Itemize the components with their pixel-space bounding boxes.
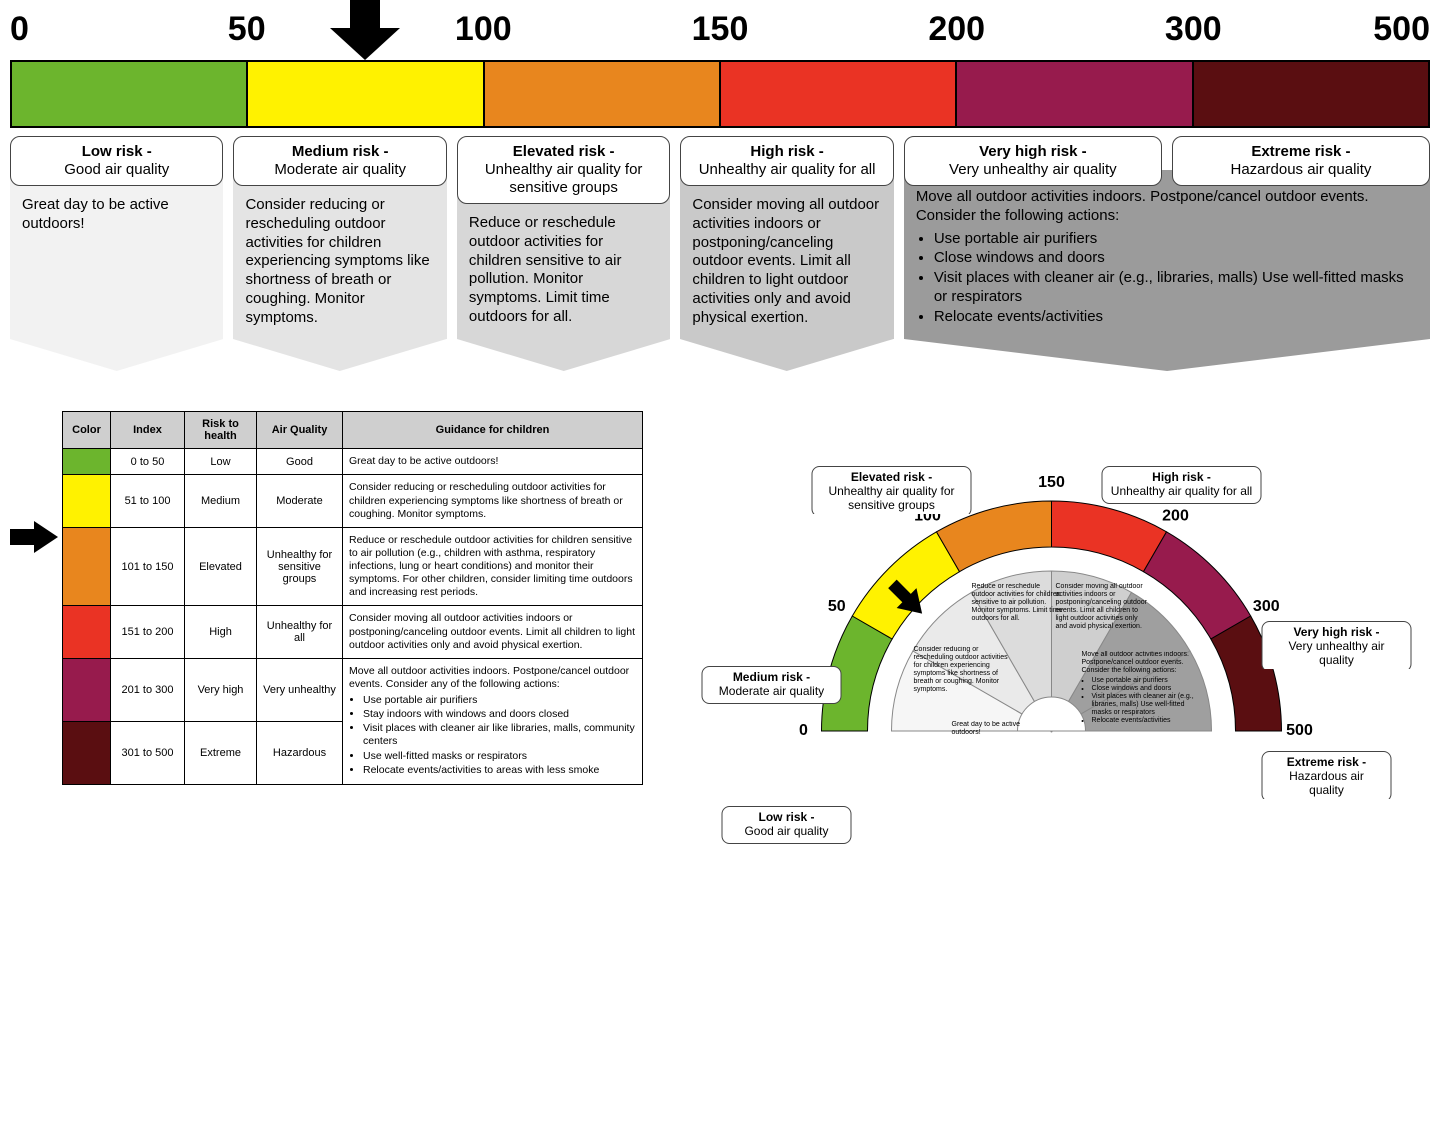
cell-index: 51 to 100 xyxy=(111,475,185,527)
cell-quality: Moderate xyxy=(257,475,343,527)
table-header: Index xyxy=(111,412,185,449)
cell-risk: Medium xyxy=(185,475,257,527)
risk-card-title: High risk -Unhealthy air quality for all xyxy=(680,136,893,186)
table-header: Air Quality xyxy=(257,412,343,449)
scale-tick: 0 xyxy=(10,10,29,49)
risk-card-elevated: Elevated risk -Unhealthy air quality for… xyxy=(457,136,670,371)
swatch-veryhigh xyxy=(63,658,111,721)
swatch-medium xyxy=(63,475,111,527)
cell-quality: Unhealthy for all xyxy=(257,606,343,658)
colorbar-seg-medium xyxy=(248,62,484,126)
risk-card-body: Consider reducing or rescheduling outdoo… xyxy=(233,178,446,339)
aqi-table: ColorIndexRisk to healthAir QualityGuida… xyxy=(62,411,643,785)
risk-card-title: Elevated risk -Unhealthy air quality for… xyxy=(457,136,670,204)
cell-guidance: Consider reducing or rescheduling outdoo… xyxy=(343,475,643,527)
colorbar-seg-elevated xyxy=(485,62,721,126)
gauge-tick: 500 xyxy=(1286,722,1313,739)
risk-card-body: Great day to be active outdoors! xyxy=(10,178,223,339)
risk-card-low: Low risk -Good air qualityGreat day to b… xyxy=(10,136,223,371)
cell-index: 301 to 500 xyxy=(111,721,185,784)
cell-quality: Unhealthy for sensitive groups xyxy=(257,527,343,606)
scale-tick-row: 0 50 100 150 200 300 500 xyxy=(10,10,1430,60)
swatch-low xyxy=(63,449,111,475)
gauge-pill-extreme: Extreme risk -Hazardous air quality xyxy=(1262,751,1392,799)
gauge-tick: 0 xyxy=(799,722,808,739)
cell-index: 151 to 200 xyxy=(111,606,185,658)
cell-risk: Very high xyxy=(185,658,257,721)
table-row: 51 to 100MediumModerateConsider reducing… xyxy=(63,475,643,527)
aqi-gauge: 050100150200300500Low risk -Good air qua… xyxy=(673,411,1430,936)
gauge-pill-veryhigh: Very high risk -Very unhealthy air quali… xyxy=(1262,621,1412,669)
gauge-desc-medium: Consider reducing or rescheduling outdoo… xyxy=(914,646,1014,694)
gauge-pill-low: Low risk -Good air quality xyxy=(722,806,852,844)
gauge-desc-veryhigh: Move all outdoor activities indoors. Pos… xyxy=(1082,651,1200,725)
scale-tick: 100 xyxy=(455,10,512,49)
risk-card-title: Low risk -Good air quality xyxy=(10,136,223,186)
gauge-desc-high: Consider moving all outdoor activities i… xyxy=(1056,583,1148,631)
colorbar-seg-veryhigh xyxy=(957,62,1193,126)
cell-guidance: Great day to be active outdoors! xyxy=(343,449,643,475)
table-indicator-arrow-icon xyxy=(10,521,58,553)
gauge-pill-high: High risk -Unhealthy air quality for all xyxy=(1102,466,1262,504)
risk-card-title: Extreme risk -Hazardous air quality xyxy=(1172,136,1430,186)
aqi-scale: 0 50 100 150 200 300 500 Low risk -Good air qu… xyxy=(10,10,1430,371)
risk-card-title: Very high risk -Very unhealthy air quali… xyxy=(904,136,1162,186)
gauge-desc-low: Great day to be active outdoors! xyxy=(952,721,1047,737)
swatch-extreme xyxy=(63,721,111,784)
cell-quality: Good xyxy=(257,449,343,475)
gauge-tick: 150 xyxy=(1038,474,1065,491)
gauge-pill-medium: Medium risk -Moderate air quality xyxy=(702,666,842,704)
cell-risk: Low xyxy=(185,449,257,475)
scale-tick: 500 xyxy=(1373,10,1430,49)
scale-tick: 50 xyxy=(228,10,266,49)
cell-risk: Extreme xyxy=(185,721,257,784)
swatch-elevated xyxy=(63,527,111,606)
gauge-tick: 50 xyxy=(828,598,846,615)
scale-tick: 150 xyxy=(692,10,749,49)
cell-guidance: Move all outdoor activities indoors. Pos… xyxy=(343,658,643,784)
risk-card-body: Consider moving all outdoor activities i… xyxy=(680,178,893,339)
risk-card-body: Reduce or reschedule outdoor activities … xyxy=(457,196,670,339)
scale-tick: 200 xyxy=(928,10,985,49)
table-header: Guidance for children xyxy=(343,412,643,449)
risk-card-title: Medium risk -Moderate air quality xyxy=(233,136,446,186)
table-row: 151 to 200HighUnhealthy for allConsider … xyxy=(63,606,643,658)
table-row: 101 to 150ElevatedUnhealthy for sensitiv… xyxy=(63,527,643,606)
risk-cards-row: Low risk -Good air qualityGreat day to b… xyxy=(10,136,1430,371)
cell-index: 201 to 300 xyxy=(111,658,185,721)
indicator-arrow-icon xyxy=(330,0,400,60)
cell-guidance: Consider moving all outdoor activities i… xyxy=(343,606,643,658)
table-header: Color xyxy=(63,412,111,449)
aqi-table-wrap: ColorIndexRisk to healthAir QualityGuida… xyxy=(10,411,643,785)
cell-index: 0 to 50 xyxy=(111,449,185,475)
risk-card-high: High risk -Unhealthy air quality for all… xyxy=(680,136,893,371)
gauge-tick: 200 xyxy=(1162,508,1189,525)
table-row: 0 to 50LowGoodGreat day to be active out… xyxy=(63,449,643,475)
risk-card-medium: Medium risk -Moderate air qualityConside… xyxy=(233,136,446,371)
gauge-pill-elevated: Elevated risk -Unhealthy air quality for… xyxy=(812,466,972,514)
cell-quality: Very unhealthy xyxy=(257,658,343,721)
table-header: Risk to health xyxy=(185,412,257,449)
cell-guidance: Reduce or reschedule outdoor activities … xyxy=(343,527,643,606)
cell-risk: Elevated xyxy=(185,527,257,606)
cell-risk: High xyxy=(185,606,257,658)
table-row: 201 to 300Very highVery unhealthyMove al… xyxy=(63,658,643,721)
risk-card-veryhigh-extreme: Very high risk -Very unhealthy air quali… xyxy=(904,136,1430,371)
colorbar-seg-low xyxy=(12,62,248,126)
color-bar xyxy=(10,60,1430,128)
gauge-desc-elevated: Reduce or reschedule outdoor activities … xyxy=(972,583,1064,623)
swatch-high xyxy=(63,606,111,658)
cell-index: 101 to 150 xyxy=(111,527,185,606)
scale-tick: 300 xyxy=(1165,10,1222,49)
risk-card-body: Move all outdoor activities indoors. Pos… xyxy=(904,170,1430,339)
colorbar-seg-extreme xyxy=(1194,62,1428,126)
colorbar-seg-high xyxy=(721,62,957,126)
bottom-section: ColorIndexRisk to healthAir QualityGuida… xyxy=(10,411,1430,936)
cell-quality: Hazardous xyxy=(257,721,343,784)
gauge-tick: 300 xyxy=(1253,598,1280,615)
